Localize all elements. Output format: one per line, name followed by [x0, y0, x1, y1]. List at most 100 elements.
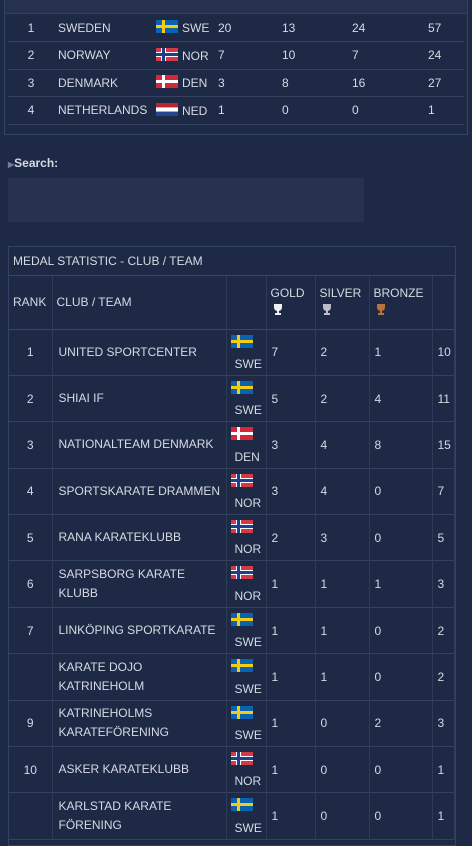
gold: 2: [266, 514, 316, 561]
club-name: ASKER KARATEKLUBB: [52, 746, 227, 793]
club-title: MEDAL STATISTIC - CLUB / TEAM: [9, 247, 455, 276]
flag: [156, 47, 178, 61]
country-row: 4 NETHERLANDS NED 1 0 0 1: [8, 97, 464, 125]
search-label: ▶Search:: [8, 156, 59, 170]
country-name: NETHERLANDS: [58, 103, 148, 118]
total: 3: [432, 560, 455, 608]
rank-header: RANK: [9, 276, 53, 329]
flag: [156, 102, 178, 116]
flag: [230, 566, 253, 580]
code: NOR: [234, 588, 262, 603]
silver: 1: [315, 607, 370, 654]
club-row: KARLSTAD KARATE FÖRENING SWE 1 0 0 1: [9, 792, 455, 840]
flag: [230, 334, 253, 348]
club-row: 10 ASKER KARATEKLUBB NOR 1 0 0 1: [9, 746, 455, 793]
gold: 3: [266, 468, 316, 515]
club-row: 2 SHIAI IF SWE 5 2 4 11: [9, 375, 455, 422]
code: NED: [182, 103, 208, 118]
bronze: 1: [369, 560, 433, 608]
rank: [9, 653, 53, 701]
club-name: LINKÖPING SPORTKARATE: [52, 607, 227, 654]
country-table: 1 SWEDEN SWE 20 13 24 57 2 NORWAY NOR 7 10 7 24 3 DENMA…: [8, 14, 464, 125]
trophy-bronze: [376, 304, 385, 315]
bronze: 0: [369, 653, 433, 701]
flag: [156, 20, 178, 33]
silver: 0: [282, 103, 289, 118]
gold: 3: [218, 75, 225, 90]
code: SWE: [182, 21, 210, 35]
bronze: 0: [352, 103, 359, 118]
rank: 5: [9, 514, 53, 561]
bronze: 0: [369, 468, 433, 515]
silver: 13: [282, 20, 296, 35]
search-label-text: Search:: [14, 156, 59, 170]
silver: 4: [315, 421, 370, 469]
flag-header: [226, 276, 267, 329]
gold: 1: [266, 607, 316, 654]
code: SWE: [234, 681, 262, 696]
country-row: 1 SWEDEN SWE 20 13 24 57: [8, 14, 464, 42]
total: 10: [432, 329, 455, 376]
gold-header-text: GOLD: [270, 286, 305, 300]
country-code: NED: [152, 97, 214, 125]
bronze: 24: [352, 20, 366, 35]
flag: [230, 659, 253, 673]
code: NOR: [234, 542, 262, 557]
silver: 0: [315, 792, 370, 840]
rank: 7: [9, 607, 53, 654]
silver: 4: [315, 468, 370, 515]
club-name: KARLSTAD KARATE FÖRENING: [52, 792, 227, 840]
flag-cell: SWE: [226, 792, 267, 840]
gold: 1: [266, 560, 316, 608]
bronze: 2: [369, 700, 433, 747]
flag: [230, 380, 253, 394]
bronze: 8: [369, 421, 433, 469]
club-row: 9 KATRINEHOLMS KARATEFÖRENING SWE 1 0 2 3: [9, 700, 455, 747]
rank: 10: [9, 746, 53, 793]
code: SWE: [234, 728, 262, 743]
code: NOR: [234, 496, 262, 511]
gold-header: GOLD: [266, 276, 316, 329]
flag-cell: SWE: [226, 375, 267, 422]
gold: 1: [266, 746, 316, 793]
gold: 7: [218, 48, 225, 63]
total: 3: [432, 700, 455, 747]
flag: [230, 752, 253, 766]
country-name: NORWAY: [58, 48, 111, 63]
silver: 10: [282, 48, 296, 63]
rank: 3: [27, 75, 35, 90]
silver: 1: [315, 560, 370, 608]
flag-cell: DEN: [226, 421, 267, 469]
flag: [230, 705, 253, 719]
bronze: 7: [352, 48, 359, 63]
silver: 0: [315, 746, 370, 793]
flag-cell: NOR: [226, 514, 267, 561]
search-input[interactable]: [8, 178, 364, 222]
total: 1: [432, 792, 455, 840]
silver: 0: [315, 700, 370, 747]
bronze: 1: [369, 329, 433, 376]
total: 11: [432, 375, 455, 422]
club-name: UNITED SPORTCENTER: [52, 329, 227, 376]
flag-cell: NOR: [226, 746, 267, 793]
total: 2: [432, 653, 455, 701]
rank: 6: [9, 560, 53, 608]
flag-cell: NOR: [226, 560, 267, 608]
gold: 1: [266, 700, 316, 747]
code: NOR: [234, 774, 262, 789]
silver: 3: [315, 514, 370, 561]
bronze-header: BRONZE: [369, 276, 433, 329]
silver-header: SILVER: [315, 276, 370, 329]
silver: 2: [315, 329, 370, 376]
total-header: [432, 276, 455, 329]
code: SWE: [234, 820, 262, 835]
country-panel: 1 SWEDEN SWE 20 13 24 57 2 NORWAY NOR 7 10 7 24 3 DENMA…: [4, 0, 468, 135]
bronze: 4: [369, 375, 433, 422]
total: 27: [428, 75, 442, 90]
flag: [230, 473, 253, 487]
rank: 4: [9, 468, 53, 515]
club-panel: MEDAL STATISTIC - CLUB / TEAM RANK CLUB …: [8, 246, 456, 846]
rank: 2: [9, 375, 53, 422]
flag: [230, 427, 253, 441]
flag-cell: SWE: [226, 607, 267, 654]
